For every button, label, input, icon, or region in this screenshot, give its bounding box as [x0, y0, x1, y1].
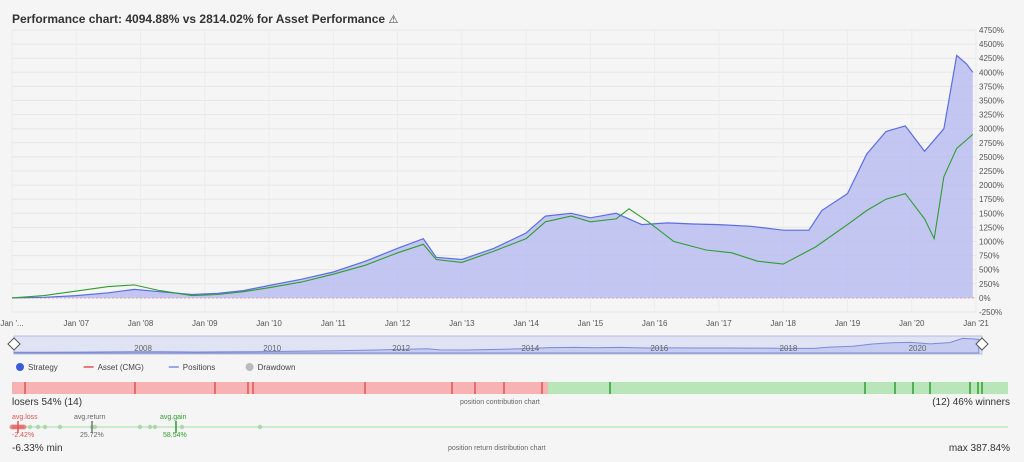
- y-tick-label: 0%: [979, 294, 991, 303]
- legend-marker: [245, 363, 254, 371]
- winner-point: [152, 424, 158, 430]
- navigator-year-label: 2016: [650, 344, 668, 353]
- y-tick-label: 4000%: [979, 68, 1004, 77]
- y-tick-label: 4250%: [979, 54, 1004, 63]
- x-tick-label: Jan '07: [63, 319, 89, 328]
- y-tick-label: 1750%: [979, 195, 1004, 204]
- avg-gain-value: 58.54%: [163, 432, 187, 439]
- navigator-year-label: 2018: [780, 344, 798, 353]
- winners-label: (12) 46% winners: [932, 397, 1010, 408]
- navigator-labels: 2008 2010 2012 2014 2016 2018 2020: [134, 344, 927, 353]
- winner-point: [147, 424, 153, 430]
- warning-icon[interactable]: ⚠: [388, 14, 399, 26]
- y-tick-label: 1000%: [979, 238, 1004, 247]
- x-tick-label: Jan '09: [192, 319, 218, 328]
- contribution-caption: position contribution chart: [460, 399, 540, 406]
- x-tick-label: Jan '...: [0, 319, 23, 328]
- chart-title-text: Performance chart: 4094.88% vs 2814.02% …: [12, 12, 386, 26]
- legend-item-asset-cmg[interactable]: Asset (CMG): [83, 363, 145, 372]
- y-axis: 4750% 4500% 4250% 4000% 3750% 3500% 3250% 3000%…: [979, 26, 1004, 317]
- legend: Strategy Asset (CMG) Positions Drawdown: [16, 363, 295, 372]
- avg-gain-label: avg.gain: [160, 414, 187, 421]
- y-tick-label: 500%: [979, 266, 999, 275]
- y-tick-label: 2750%: [979, 139, 1004, 148]
- legend-item-positions[interactable]: Positions: [168, 363, 215, 372]
- y-tick-label: 3500%: [979, 97, 1004, 106]
- avg-return-value: 25.72%: [80, 432, 104, 439]
- winner-point: [57, 424, 63, 430]
- winner-point: [92, 424, 98, 430]
- legend-label[interactable]: Asset (CMG): [98, 363, 145, 372]
- navigator-year-label: 2008: [134, 344, 152, 353]
- navigator-year-label: 2010: [263, 344, 281, 353]
- y-tick-label: 250%: [979, 280, 999, 289]
- avg-loss-label: avg.loss: [12, 414, 38, 421]
- navigator-right-handle[interactable]: [975, 337, 989, 351]
- navigator[interactable]: 2008 2010 2012 2014 2016 2018 2020: [7, 335, 989, 355]
- navigator-year-label: 2012: [392, 344, 410, 353]
- legend-label[interactable]: Drawdown: [258, 363, 296, 372]
- distribution-caption: position return distribution chart: [448, 445, 546, 452]
- winner-point: [257, 424, 263, 430]
- chart-title: Performance chart: 4094.88% vs 2814.02% …: [12, 12, 398, 26]
- loser-point: [21, 424, 27, 430]
- y-tick-label: 3000%: [979, 125, 1004, 134]
- x-tick-label: Jan '14: [513, 319, 539, 328]
- max-label: max 387.84%: [948, 443, 1010, 454]
- x-tick-label: Jan '13: [449, 319, 475, 328]
- winner-point: [27, 424, 33, 430]
- strategy-area: [12, 55, 973, 298]
- navigator-left-handle[interactable]: [7, 337, 21, 351]
- strategy-line: [11, 54, 974, 299]
- y-tick-label: 3750%: [979, 82, 1004, 91]
- asset-line: [11, 133, 974, 299]
- x-tick-label: Jan '15: [578, 319, 604, 328]
- x-tick-label: Jan '10: [256, 319, 282, 328]
- y-tick-label: 4500%: [979, 40, 1004, 49]
- losers-bar: [12, 382, 548, 394]
- navigator-year-label: 2014: [521, 344, 539, 353]
- y-tick-label: 3250%: [979, 111, 1004, 120]
- position-contribution-chart: [12, 382, 1008, 394]
- series-lines: [11, 54, 974, 299]
- x-tick-label: Jan '16: [642, 319, 668, 328]
- winner-point: [179, 424, 185, 430]
- y-tick-label: 1500%: [979, 209, 1004, 218]
- y-tick-label: 1250%: [979, 223, 1004, 232]
- x-axis: Jan '... Jan '07 Jan '08 Jan '09 Jan '10 Jan …: [0, 319, 989, 328]
- navigator-series: [13, 337, 980, 354]
- legend-label[interactable]: Positions: [183, 363, 215, 372]
- navigator-year-label: 2020: [909, 344, 927, 353]
- avg-loss-value: -2.42%: [12, 432, 35, 439]
- legend-item-strategy[interactable]: Strategy: [16, 363, 58, 372]
- x-tick-label: Jan '12: [385, 319, 411, 328]
- legend-item-drawdown[interactable]: Drawdown: [245, 363, 296, 372]
- x-tick-label: Jan '21: [963, 319, 989, 328]
- x-tick-label: Jan '17: [706, 319, 732, 328]
- y-tick-label: -250%: [979, 308, 1002, 317]
- avg-return-label: avg.return: [74, 414, 106, 421]
- y-tick-label: 2000%: [979, 181, 1004, 190]
- winner-point: [35, 424, 41, 430]
- y-tick-label: 750%: [979, 252, 999, 261]
- position-return-distribution-chart: [9, 421, 1008, 433]
- x-tick-label: Jan '20: [899, 319, 925, 328]
- x-tick-label: Jan '18: [770, 319, 796, 328]
- legend-marker: [16, 363, 24, 371]
- x-tick-label: Jan '08: [128, 319, 154, 328]
- winner-point: [137, 424, 143, 430]
- legend-label[interactable]: Strategy: [28, 363, 58, 372]
- y-tick-label: 2500%: [979, 153, 1004, 162]
- x-tick-label: Jan '11: [321, 319, 347, 328]
- min-label: -6.33% min: [12, 443, 63, 454]
- losers-label: losers 54% (14): [12, 397, 83, 408]
- x-tick-label: Jan '19: [835, 319, 861, 328]
- winner-point: [42, 424, 48, 430]
- series-areas: [12, 55, 973, 298]
- y-tick-label: 2250%: [979, 167, 1004, 176]
- winners-bar: [548, 382, 1008, 394]
- y-tick-label: 4750%: [979, 26, 1004, 35]
